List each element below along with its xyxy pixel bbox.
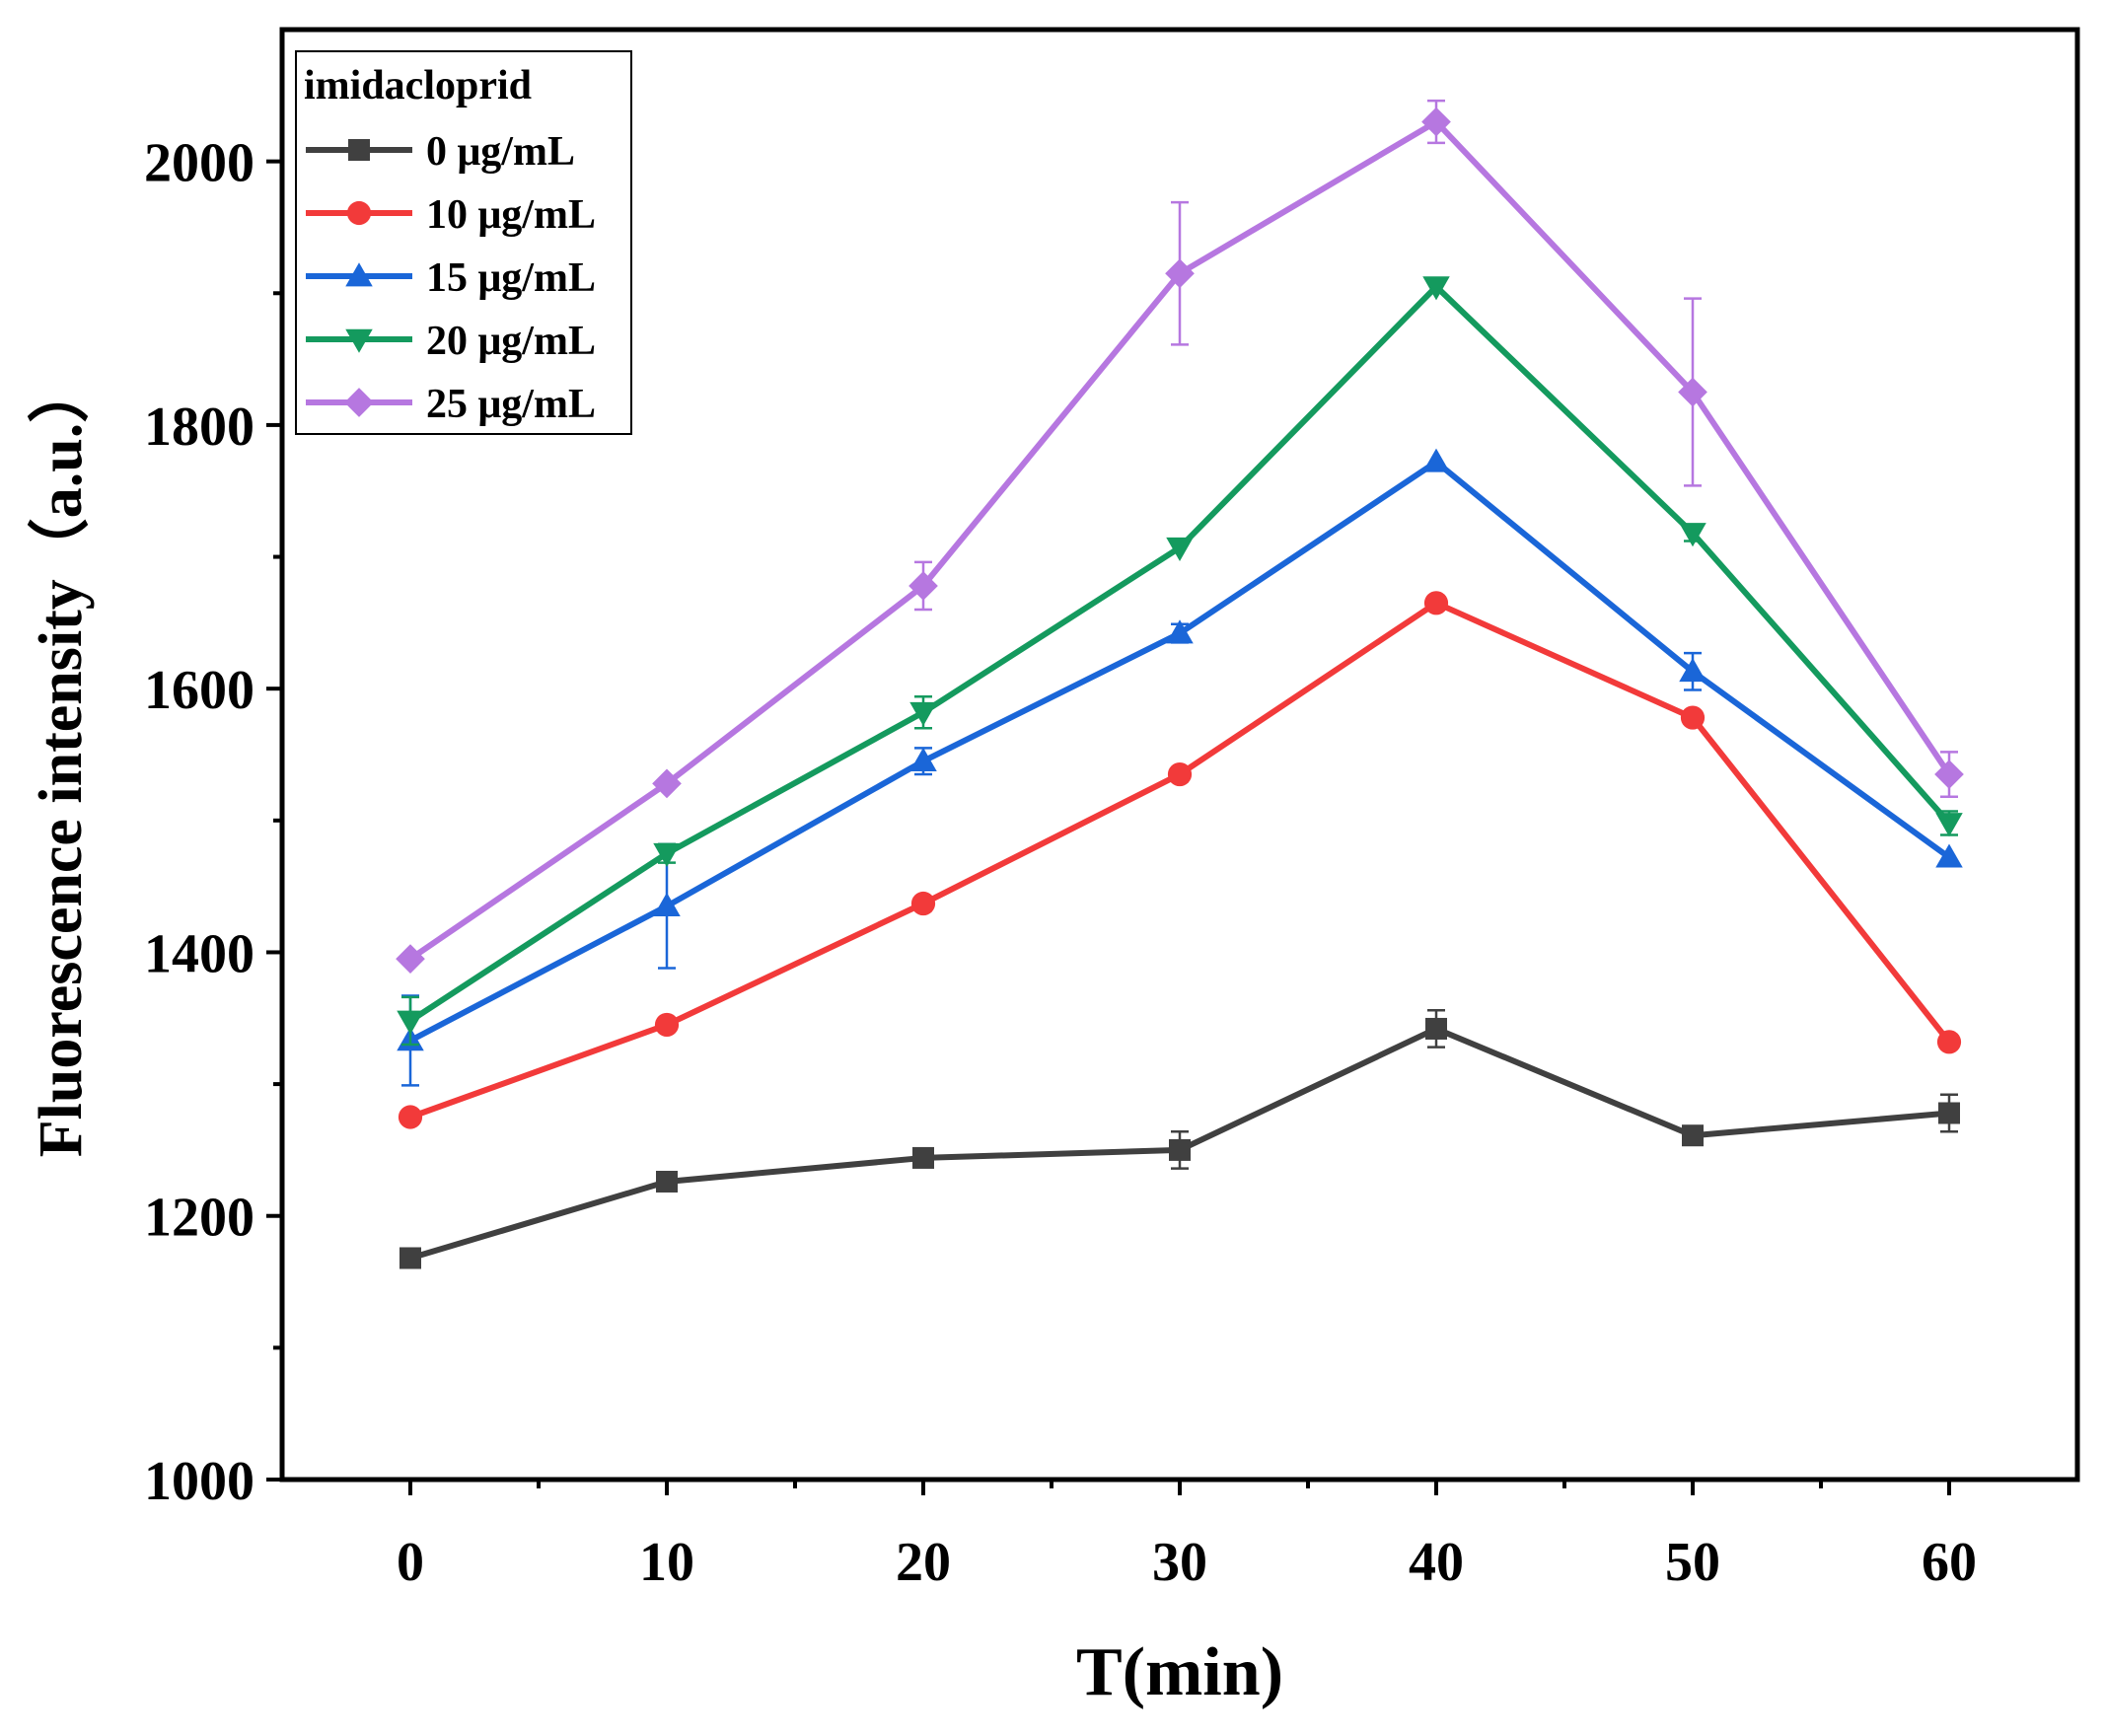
series-line [408,600,1952,1121]
data-point [653,892,681,916]
legend-marker [345,262,373,287]
data-point [1425,1017,1447,1040]
data-point [656,1170,678,1193]
data-point [909,701,937,726]
data-point [1678,377,1707,407]
series-line [408,283,1952,1024]
y-tick-label: 1200 [144,1188,254,1249]
data-point [1938,1102,1960,1124]
legend-label: 0 μg/mL [426,129,575,175]
data-point [1680,705,1706,730]
data-point [1166,537,1194,561]
data-point [1423,591,1449,615]
data-point [909,747,937,771]
x-tick-label: 40 [1409,1532,1464,1593]
legend-marker [344,388,374,417]
legend-label: 20 μg/mL [426,319,596,364]
data-point [1679,523,1707,547]
x-tick-label: 30 [1152,1532,1207,1593]
y-tick-label: 1600 [144,660,254,721]
plot-layer [396,99,1964,1269]
series-0 [399,1009,1960,1269]
x-tick-label: 10 [639,1532,694,1593]
legend-item: 0 μg/mL [306,129,575,175]
x-axis-title: T(min) [1076,1634,1283,1710]
data-point [654,1012,680,1038]
data-point [912,1146,934,1169]
series-1 [398,591,1962,1129]
legend-item: 10 μg/mL [306,192,596,238]
data-point [1422,448,1450,472]
legend: imidacloprid 0 μg/mL 10 μg/mL 15 μg/mL 20 μg… [295,50,632,435]
series-3 [397,276,1963,1047]
legend-item: 15 μg/mL [306,255,596,301]
legend-label: 10 μg/mL [426,192,596,238]
y-axis-title: Fluorescence intensity（a.u.） [26,362,95,1158]
y-tick-label: 1400 [144,923,254,984]
data-point [1936,1030,1962,1054]
data-point [1935,813,1963,837]
data-point [1682,1124,1704,1147]
y-tick-label: 2000 [144,133,254,194]
x-tick-label: 20 [896,1532,951,1593]
data-point [653,842,681,867]
y-tick-label: 1800 [144,397,254,458]
legend-item: 20 μg/mL [306,319,596,364]
data-point [1679,658,1707,683]
x-tick-label: 60 [1922,1532,1977,1593]
data-point [908,571,938,601]
legend-marker [346,200,372,226]
legend-title: imidacloprid [304,63,532,108]
data-point [1422,276,1450,301]
data-point [1169,1138,1191,1161]
data-point [1167,761,1193,787]
data-point [396,944,425,974]
legend-label: 25 μg/mL [426,382,596,427]
data-point [1166,619,1194,644]
axes-layer: 0 10 20 30 40 50 60 1000 1200 1400 1600 1800 2000 [144,27,2080,1593]
data-point [652,768,682,799]
data-point [1935,843,1963,868]
data-point [1165,258,1195,289]
series-4 [396,99,1964,974]
data-point [398,1105,423,1129]
legend-item: 25 μg/mL [306,382,596,427]
legend-label: 15 μg/mL [426,255,596,301]
data-point [1934,760,1964,789]
data-point [1421,107,1451,137]
x-tick-label: 50 [1665,1532,1720,1593]
legend-box [295,50,632,435]
data-point [399,1247,421,1269]
legend-marker [345,328,373,353]
x-tick-label: 0 [397,1532,424,1593]
data-point [397,1010,424,1035]
legend-marker [348,139,370,161]
data-point [910,891,936,916]
y-tick-label: 1000 [144,1451,254,1512]
